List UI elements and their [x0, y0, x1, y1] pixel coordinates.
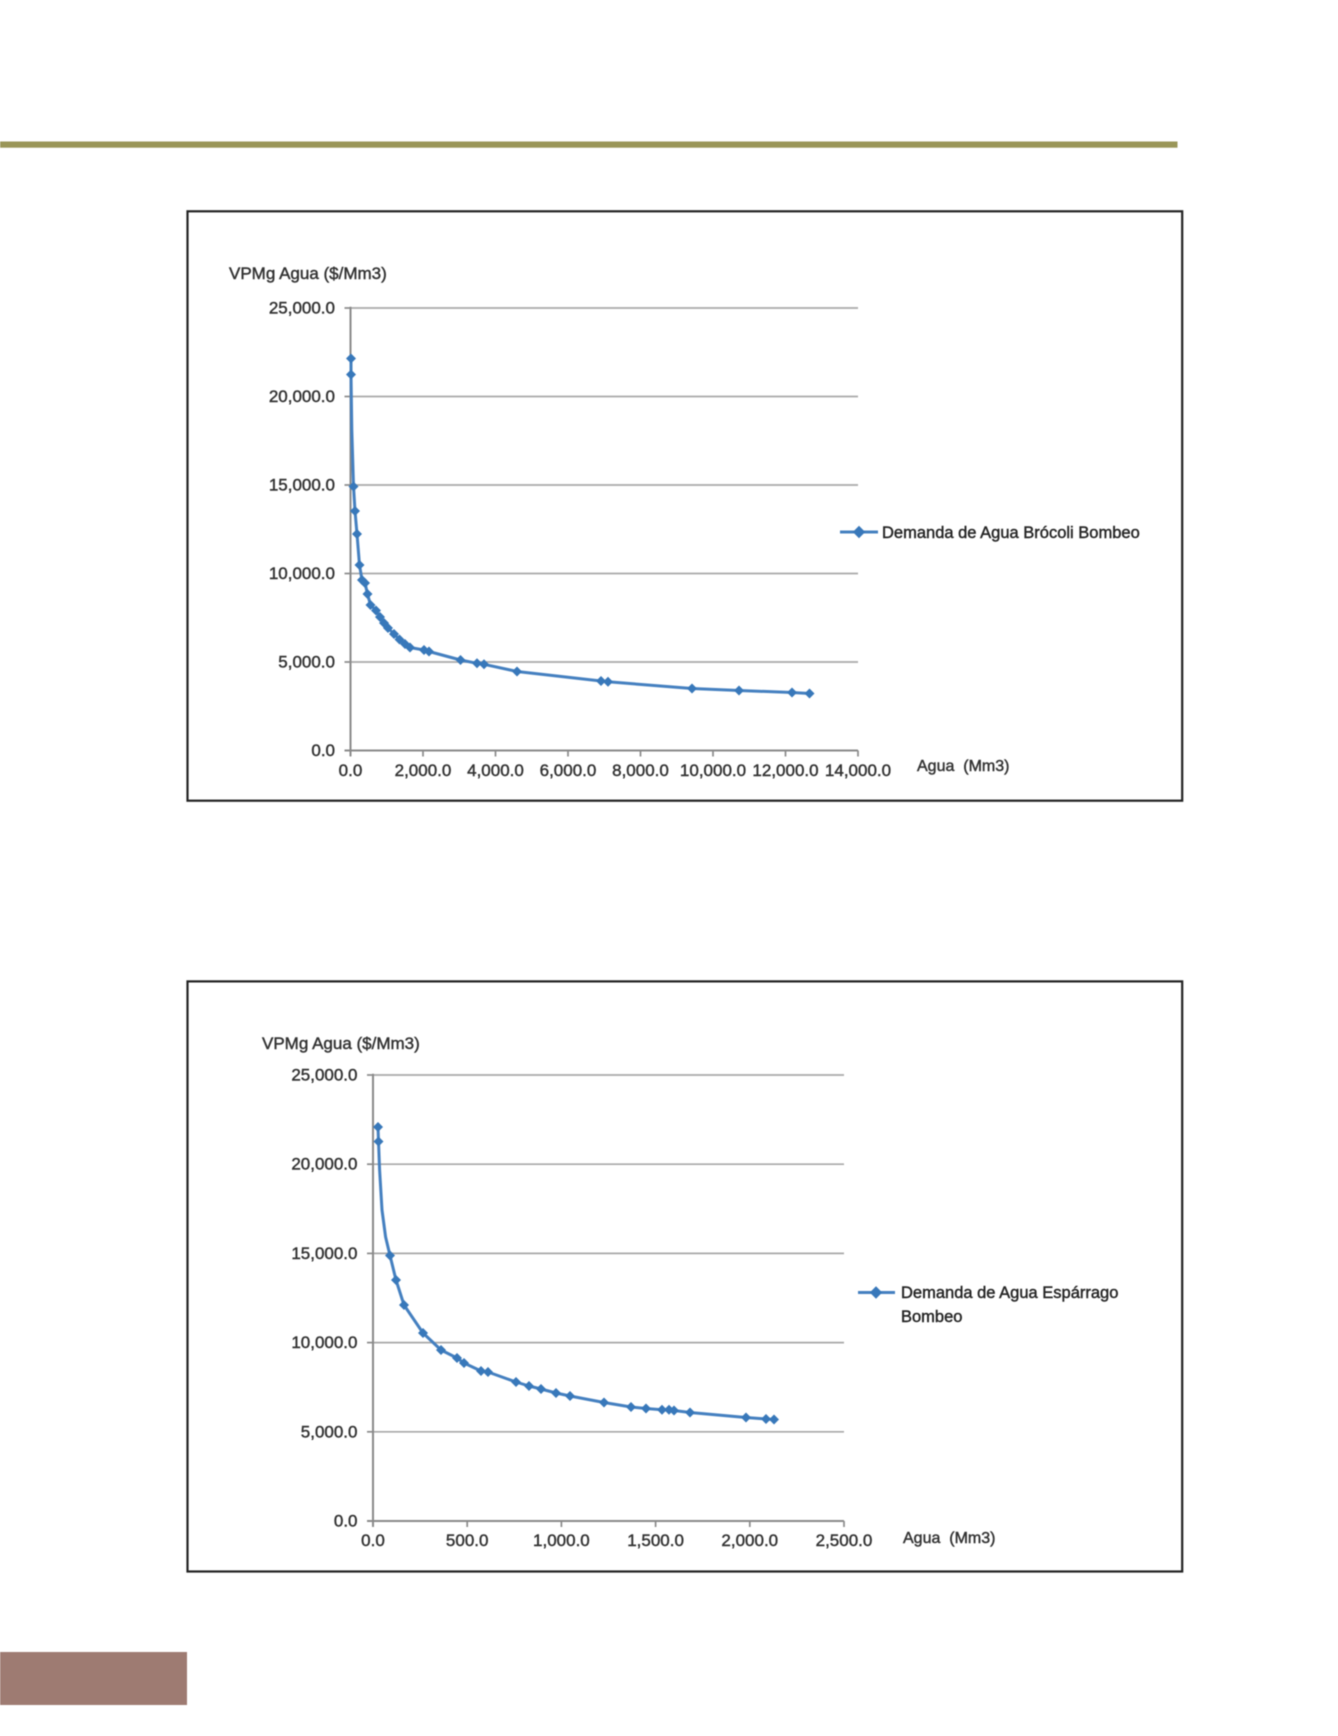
svg-text:VPMg Agua ($/Mm3): VPMg Agua ($/Mm3) — [262, 1034, 420, 1053]
svg-text:Bombeo: Bombeo — [901, 1308, 962, 1326]
svg-text:20,000.0: 20,000.0 — [269, 387, 335, 406]
svg-text:15,000.0: 15,000.0 — [269, 476, 335, 495]
svg-text:0.0: 0.0 — [311, 741, 335, 760]
svg-text:0.0: 0.0 — [334, 1512, 358, 1531]
svg-text:0.0: 0.0 — [361, 1531, 385, 1550]
svg-text:20,000.0: 20,000.0 — [291, 1155, 357, 1174]
svg-text:2,500.0: 2,500.0 — [816, 1531, 873, 1550]
svg-text:6,000.0: 6,000.0 — [540, 761, 597, 780]
svg-text:25,000.0: 25,000.0 — [269, 299, 335, 318]
svg-text:VPMg Agua ($/Mm3): VPMg Agua ($/Mm3) — [229, 264, 387, 283]
svg-text:15,000.0: 15,000.0 — [291, 1244, 357, 1263]
svg-text:1,000.0: 1,000.0 — [533, 1531, 590, 1550]
svg-text:Agua (Mm3): Agua (Mm3) — [903, 1530, 995, 1547]
svg-text:25,000.0: 25,000.0 — [291, 1066, 357, 1085]
svg-text:10,000.0: 10,000.0 — [269, 564, 335, 583]
svg-text:10,000.0: 10,000.0 — [291, 1333, 357, 1352]
svg-text:10,000.0: 10,000.0 — [680, 761, 746, 780]
svg-text:Agua (Mm3): Agua (Mm3) — [917, 758, 1009, 775]
svg-text:Demanda de Agua Espárrago: Demanda de Agua Espárrago — [901, 1284, 1118, 1302]
svg-text:0.0: 0.0 — [339, 761, 363, 780]
svg-text:4,000.0: 4,000.0 — [467, 761, 524, 780]
svg-text:2,000.0: 2,000.0 — [721, 1531, 778, 1550]
svg-text:5,000.0: 5,000.0 — [301, 1422, 358, 1441]
svg-text:14,000.0: 14,000.0 — [825, 761, 891, 780]
svg-text:1,500.0: 1,500.0 — [627, 1531, 684, 1550]
svg-text:5,000.0: 5,000.0 — [278, 653, 335, 672]
svg-text:500.0: 500.0 — [446, 1531, 489, 1550]
svg-text:Demanda de Agua Brócoli Bombeo: Demanda de Agua Brócoli Bombeo — [882, 524, 1140, 542]
svg-text:8,000.0: 8,000.0 — [612, 761, 669, 780]
svg-text:2,000.0: 2,000.0 — [395, 761, 452, 780]
svg-text:12,000.0: 12,000.0 — [752, 761, 818, 780]
